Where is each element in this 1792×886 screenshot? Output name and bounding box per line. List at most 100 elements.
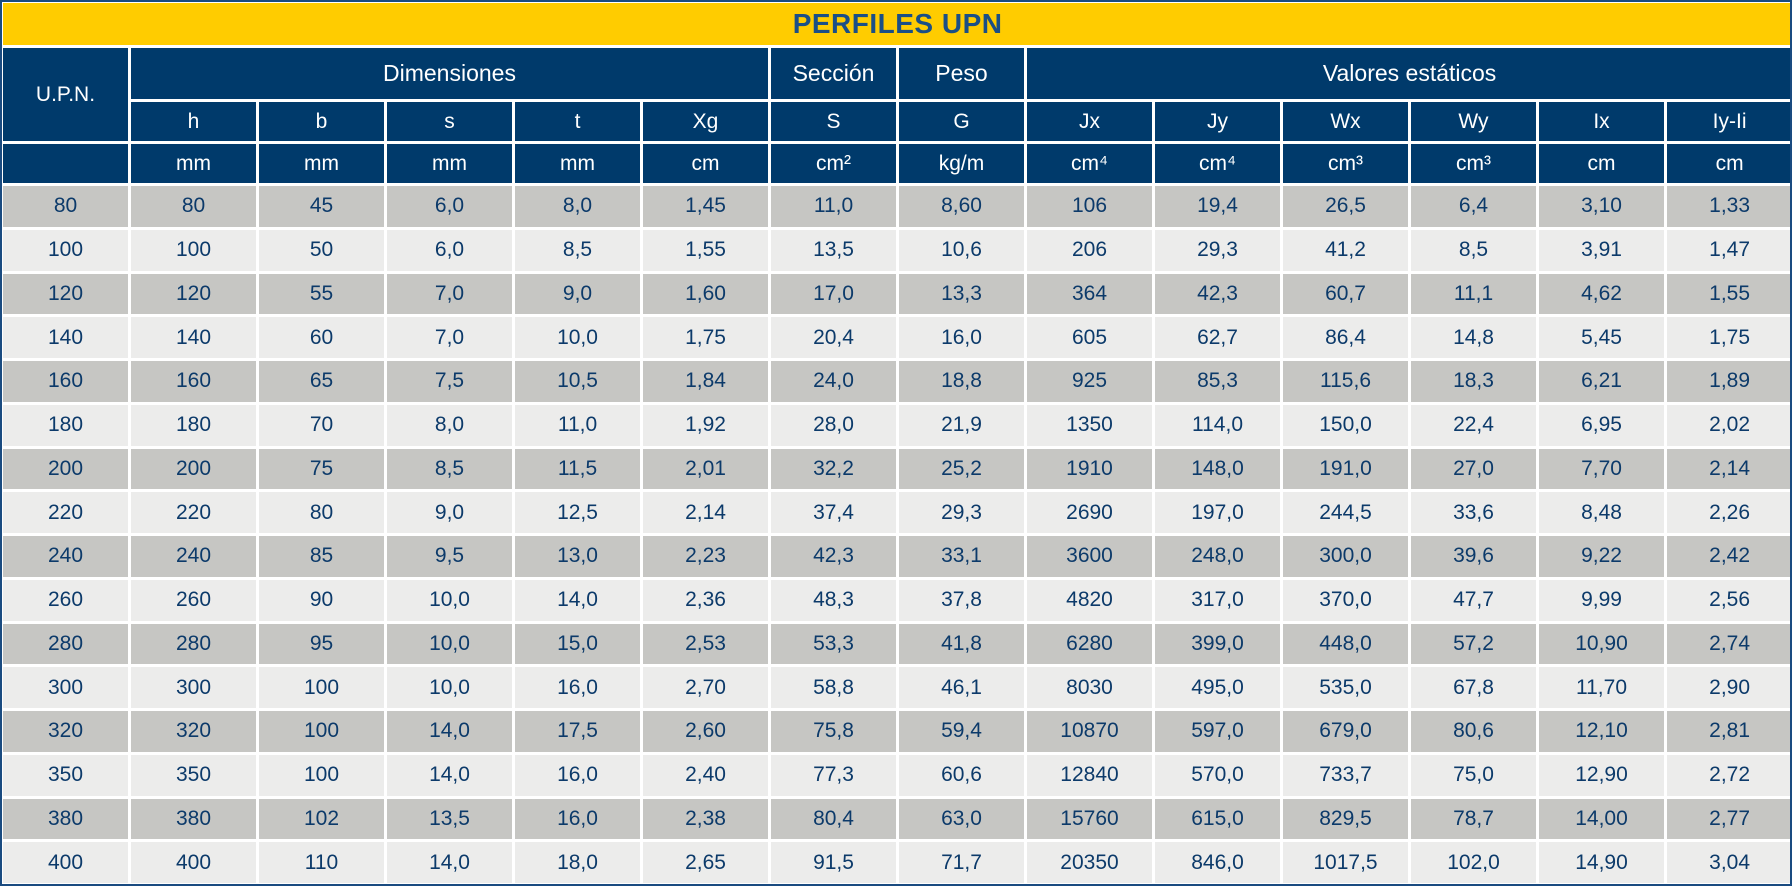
header-symbol-11: Ix [1536,99,1667,144]
table-cell: 11,70 [1536,664,1667,711]
table-cell: 10870 [1024,708,1155,755]
header-group-dimensiones: Dimensiones [128,45,771,102]
table-cell: 300,0 [1280,533,1411,580]
table-cell: 150,0 [1280,401,1411,449]
table-cell: 2,77 [1663,795,1792,843]
header-unit-9: cm³ [1280,141,1411,186]
table-cell: 80 [128,183,259,230]
row-upn-size: 400 [0,839,131,886]
header-group-peso: Peso [896,45,1027,102]
table-cell: 197,0 [1152,489,1283,536]
table-cell: 6,4 [1408,183,1539,230]
table-row: 320 320 100 14,0 17,5 2,60 75,8 59,4 10870 597,0 6… [0,708,1792,755]
table-cell: 12,90 [1536,751,1667,799]
table-cell: 60,7 [1280,270,1411,318]
table-cell: 220 [128,489,259,536]
table-cell: 100 [128,226,259,274]
table-cell: 148,0 [1152,445,1283,493]
table-cell: 41,2 [1280,226,1411,274]
table-cell: 605 [1024,314,1155,361]
table-cell: 180 [128,401,259,449]
table-cell: 9,5 [384,533,515,580]
table-cell: 17,0 [768,270,899,318]
table-cell: 7,5 [384,358,515,405]
table-cell: 3,10 [1536,183,1667,230]
table-cell: 13,5 [768,226,899,274]
table-cell: 6,21 [1536,358,1667,405]
table-cell: 42,3 [1152,270,1283,318]
table-cell: 10,0 [384,620,515,668]
table-cell: 85 [256,533,387,580]
table-body: 80 80 45 6,0 8,0 1,45 11,0 8,60 106 19,4 26,5 6,4 3,… [0,183,1792,886]
table-cell: 100 [256,751,387,799]
header-group-seccion: Sección [768,45,899,102]
table-cell: 14,0 [384,839,515,886]
table-cell: 59,4 [896,708,1027,755]
table-cell: 100 [256,664,387,711]
header-symbol-2: s [384,99,515,144]
table-cell: 14,0 [384,708,515,755]
table-cell: 50 [256,226,387,274]
table-cell: 63,0 [896,795,1027,843]
table-cell: 4820 [1024,576,1155,624]
header-symbol-3: t [512,99,643,144]
table-cell: 62,7 [1152,314,1283,361]
table-cell: 10,90 [1536,620,1667,668]
table-cell: 102,0 [1408,839,1539,886]
table-cell: 80 [256,489,387,536]
table-cell: 140 [128,314,259,361]
table-cell: 33,1 [896,533,1027,580]
table-header: PERFILES UPN U.P.N. Dimensiones Sección … [0,0,1792,186]
table-cell: 260 [128,576,259,624]
header-symbol-8: Jy [1152,99,1283,144]
table-cell: 8,48 [1536,489,1667,536]
table-title: PERFILES UPN [0,0,1792,48]
table-cell: 8,60 [896,183,1027,230]
header-unit-8: cm⁴ [1152,141,1283,186]
table-cell: 80,6 [1408,708,1539,755]
table-cell: 4,62 [1536,270,1667,318]
table-cell: 17,5 [512,708,643,755]
table-cell: 2,40 [640,751,771,799]
row-upn-size: 380 [0,795,131,843]
table-cell: 46,1 [896,664,1027,711]
table-cell: 8,5 [1408,226,1539,274]
table-cell: 110 [256,839,387,886]
table-cell: 10,0 [384,664,515,711]
table-cell: 80,4 [768,795,899,843]
table-cell: 2,60 [640,708,771,755]
table-cell: 8,5 [512,226,643,274]
header-symbol-6: G [896,99,1027,144]
table-cell: 10,0 [512,314,643,361]
table-cell: 20,4 [768,314,899,361]
table-cell: 8,5 [384,445,515,493]
table-cell: 11,0 [512,401,643,449]
table-cell: 11,1 [1408,270,1539,318]
table-row: 140 140 60 7,0 10,0 1,75 20,4 16,0 605 62,7 86,4 14… [0,314,1792,361]
table-cell: 14,90 [1536,839,1667,886]
table-cell: 733,7 [1280,751,1411,799]
table-cell: 75,0 [1408,751,1539,799]
table-row: 80 80 45 6,0 8,0 1,45 11,0 8,60 106 19,4 26,5 6,4 3,… [0,183,1792,230]
header-symbol-12: Iy-Ii [1663,99,1792,144]
row-upn-size: 140 [0,314,131,361]
table-cell: 9,0 [384,489,515,536]
table-cell: 6,95 [1536,401,1667,449]
table-cell: 206 [1024,226,1155,274]
table-row: 280 280 95 10,0 15,0 2,53 53,3 41,8 6280 399,0 448… [0,620,1792,668]
table-cell: 495,0 [1152,664,1283,711]
table-cell: 240 [128,533,259,580]
table-cell: 14,00 [1536,795,1667,843]
table-cell: 9,22 [1536,533,1667,580]
table-cell: 14,0 [384,751,515,799]
table-row: 240 240 85 9,5 13,0 2,23 42,3 33,1 3600 248,0 300,… [0,533,1792,580]
table-cell: 3600 [1024,533,1155,580]
header-unit-4: cm [640,141,771,186]
table-cell: 2,26 [1663,489,1792,536]
table-cell: 39,6 [1408,533,1539,580]
table-cell: 20350 [1024,839,1155,886]
header-unit-3: mm [512,141,643,186]
table-cell: 13,0 [512,533,643,580]
table-cell: 1350 [1024,401,1155,449]
row-upn-size: 160 [0,358,131,405]
